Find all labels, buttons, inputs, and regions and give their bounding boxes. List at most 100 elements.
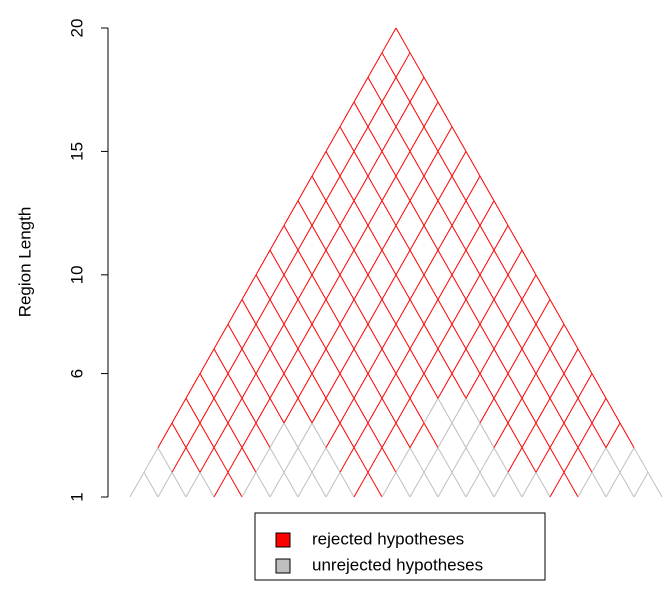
- lattice-edge: [409, 447, 425, 473]
- lattice-edge: [423, 249, 439, 276]
- lattice-edge: [563, 398, 579, 424]
- lattice-edge: [381, 225, 397, 251]
- lattice-edge: [311, 175, 327, 202]
- lattice-edge: [605, 447, 621, 473]
- legend-swatch: [275, 532, 291, 548]
- lattice-edge: [367, 299, 383, 325]
- lattice-edge: [353, 299, 369, 325]
- lattice-edge: [283, 323, 299, 350]
- lattice-edge: [269, 348, 285, 374]
- lattice-edge: [451, 373, 467, 399]
- lattice-edge: [633, 447, 649, 473]
- lattice-edge: [535, 373, 551, 399]
- lattice-edge: [395, 249, 411, 276]
- lattice-edge: [493, 472, 509, 498]
- lattice-edge: [409, 398, 425, 424]
- lattice-edge: [283, 274, 299, 300]
- lattice-edge: [521, 299, 537, 325]
- lattice-edge: [423, 101, 439, 127]
- lattice-edge: [353, 175, 369, 202]
- lattice-edge: [353, 422, 369, 448]
- lattice-edge: [367, 225, 383, 251]
- lattice-edge: [465, 373, 481, 399]
- lattice-edge: [395, 225, 411, 251]
- lattice-edge: [269, 299, 285, 325]
- lattice-edge: [479, 225, 495, 251]
- lattice-edge: [367, 77, 383, 103]
- lattice-edge: [255, 373, 271, 399]
- lattice-edge: [353, 225, 369, 251]
- lattice-edge: [381, 348, 397, 374]
- lattice-edge: [381, 27, 397, 53]
- lattice-edge: [311, 472, 327, 498]
- lattice-edge: [535, 398, 551, 424]
- lattice-edge: [311, 225, 327, 251]
- lattice-edge: [577, 373, 593, 399]
- lattice-edge: [381, 126, 397, 152]
- lattice-edge: [283, 249, 299, 276]
- lattice-edge: [423, 299, 439, 325]
- lattice-edge: [213, 323, 229, 350]
- lattice-edge: [493, 249, 509, 276]
- lattice-edge: [353, 126, 369, 152]
- lattice-edge: [297, 323, 313, 350]
- lattice-edge: [339, 398, 355, 424]
- lattice-edge: [311, 348, 327, 374]
- lattice-edge: [325, 126, 341, 152]
- lattice-edge: [157, 422, 173, 448]
- lattice-edge: [479, 422, 495, 448]
- lattice-edge: [437, 447, 453, 473]
- lattice-edge: [297, 274, 313, 300]
- lattice-edge: [451, 175, 467, 202]
- lattice-edge: [297, 299, 313, 325]
- lattice-edge: [367, 151, 383, 177]
- lattice-edge: [269, 373, 285, 399]
- lattice-edge: [437, 472, 453, 498]
- lattice-edge: [409, 151, 425, 177]
- lattice-edge: [325, 249, 341, 276]
- lattice-edge: [381, 323, 397, 350]
- lattice-edge: [409, 249, 425, 276]
- lattice-edge: [297, 398, 313, 424]
- lattice-edge: [227, 447, 243, 473]
- lattice-edge: [353, 348, 369, 374]
- lattice-edge: [325, 398, 341, 424]
- lattice-edge: [423, 126, 439, 152]
- lattice-edge: [297, 373, 313, 399]
- lattice-edge: [563, 447, 579, 473]
- lattice-edge: [437, 200, 453, 226]
- lattice-edge: [549, 373, 565, 399]
- lattice-edge: [311, 398, 327, 424]
- lattice-edge: [227, 373, 243, 399]
- lattice-edge: [339, 200, 355, 226]
- lattice-edge: [157, 447, 173, 473]
- lattice-edge: [325, 225, 341, 251]
- lattice-edge: [325, 175, 341, 202]
- lattice-edge: [241, 323, 257, 350]
- lattice-edge: [507, 373, 523, 399]
- lattice-edge: [255, 299, 271, 325]
- lattice-edge: [577, 472, 593, 498]
- lattice-edge: [199, 398, 215, 424]
- legend-swatch: [275, 558, 291, 574]
- lattice-edge: [409, 101, 425, 127]
- lattice-edge: [479, 323, 495, 350]
- lattice-edge: [451, 274, 467, 300]
- lattice-edge: [409, 52, 425, 78]
- lattice-edge: [311, 373, 327, 399]
- lattice-edge: [367, 398, 383, 424]
- lattice-edge: [437, 323, 453, 350]
- lattice-edge: [339, 225, 355, 251]
- lattice-edge: [409, 373, 425, 399]
- lattice-edge: [297, 422, 313, 448]
- lattice-edge: [381, 151, 397, 177]
- lattice-edge: [437, 348, 453, 374]
- lattice-edge: [311, 249, 327, 276]
- lattice-edge: [353, 151, 369, 177]
- lattice-edge: [381, 175, 397, 202]
- lattice-edge: [339, 274, 355, 300]
- lattice-edge: [493, 274, 509, 300]
- lattice-edge: [199, 447, 215, 473]
- lattice-edge: [381, 200, 397, 226]
- lattice-edge: [255, 398, 271, 424]
